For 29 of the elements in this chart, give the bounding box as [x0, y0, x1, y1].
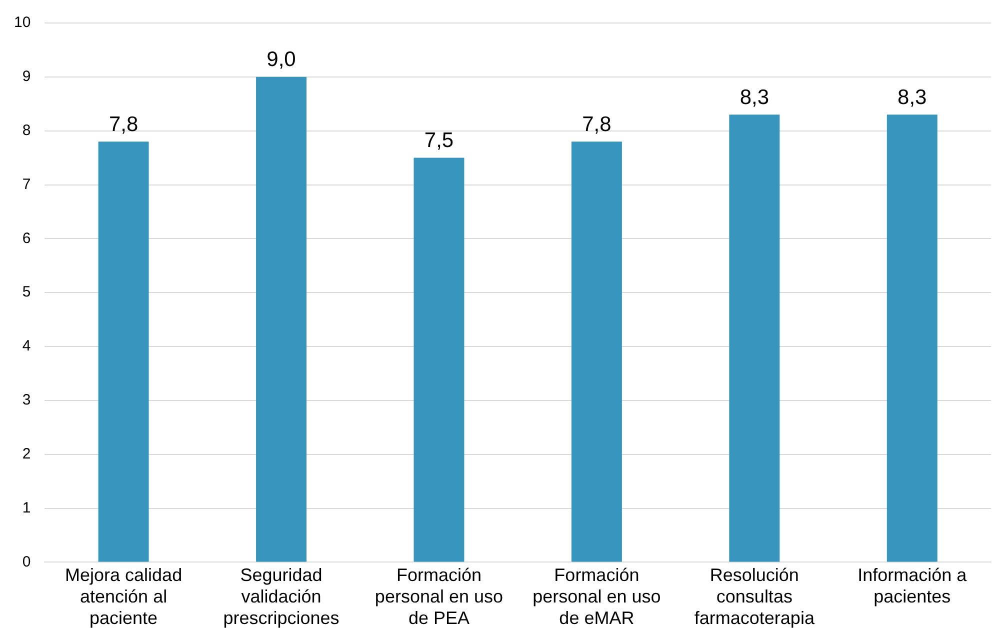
bar [98, 142, 149, 562]
bar [414, 158, 464, 562]
y-tick-label: 6 [22, 230, 31, 247]
bar [571, 142, 622, 562]
x-tick-label: Formación personal en uso de PEA [374, 564, 504, 628]
x-tick-label: Información a pacientes [858, 564, 968, 607]
data-label: 8,3 [898, 86, 927, 109]
y-tick-label: 8 [22, 122, 31, 139]
x-tick-label: Formación personal en uso de eMAR [532, 564, 661, 628]
bar [729, 114, 780, 562]
data-label: 7,5 [424, 129, 454, 152]
y-tick-label: 4 [22, 338, 31, 355]
x-tick-label: Mejora calidad atención al paciente [65, 564, 182, 628]
data-label: 7,8 [108, 112, 138, 136]
x-tick-label: Seguridad validación prescripciones [223, 564, 340, 628]
y-tick-label: 9 [22, 68, 31, 86]
y-tick-label: 3 [22, 392, 31, 409]
y-tick-label: 7 [22, 176, 31, 193]
y-tick-label: 1 [22, 499, 31, 516]
x-tick-label: Resolución consultas farmacoterapia [694, 564, 816, 628]
y-tick-label: 5 [22, 284, 31, 301]
y-tick-label: 2 [22, 446, 31, 462]
bar [886, 114, 938, 562]
y-tick-label: 0 [22, 553, 31, 570]
data-label: 7,8 [582, 112, 612, 136]
data-label: 9,0 [266, 48, 296, 72]
bar [256, 76, 306, 562]
data-label: 8,3 [740, 86, 770, 109]
y-tick-label: 10 [14, 14, 31, 32]
